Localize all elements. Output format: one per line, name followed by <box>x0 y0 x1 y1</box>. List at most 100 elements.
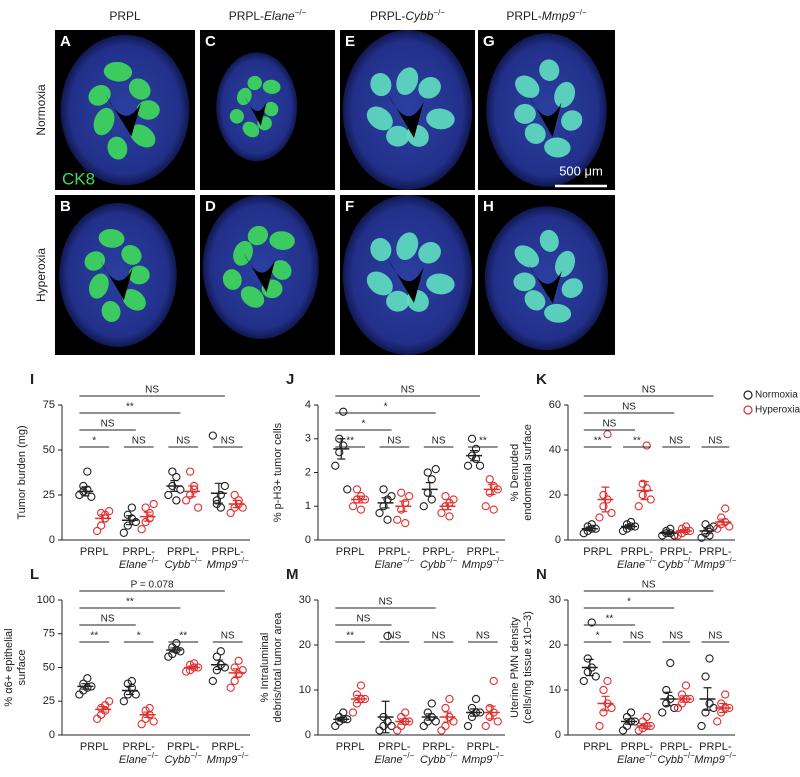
error-bar <box>170 647 179 653</box>
error-bar <box>99 706 108 713</box>
significance-label: ** <box>346 436 354 447</box>
epithelium <box>418 77 441 99</box>
epithelium <box>539 59 560 82</box>
epithelium <box>88 273 109 299</box>
tissue <box>342 30 473 190</box>
data-point <box>375 508 384 518</box>
epithelium <box>544 303 572 323</box>
epithelium <box>122 289 146 311</box>
data-point <box>137 720 146 729</box>
error-bar <box>170 480 179 492</box>
y-axis-label: Uterine PMN density <box>509 617 521 718</box>
significance-label: ** <box>126 402 134 413</box>
y-tick-label: 3 <box>305 433 311 445</box>
tissue <box>59 203 177 347</box>
data-point <box>405 491 414 501</box>
y-tick-label: 25 <box>43 489 55 501</box>
data-point <box>475 461 485 470</box>
data-point <box>705 654 714 663</box>
error-bar <box>143 711 152 719</box>
data-point <box>234 656 243 665</box>
stain-label: CK8 <box>62 169 95 188</box>
y-tick-label: 50 <box>43 661 55 673</box>
epithelium <box>561 278 583 298</box>
y-tick-label: 2 <box>305 466 311 478</box>
epithelium <box>93 107 115 136</box>
data-point <box>220 663 229 672</box>
error-bar <box>601 695 610 712</box>
data-point <box>599 685 608 695</box>
significance-label: NS <box>602 419 616 430</box>
legend-marker <box>743 390 753 400</box>
epithelium <box>554 81 576 108</box>
epithelium <box>544 137 571 158</box>
data-point <box>670 703 679 713</box>
legend-marker <box>743 405 753 415</box>
error-bar <box>585 526 594 532</box>
image-letter: B <box>60 198 71 215</box>
data-point <box>587 618 596 627</box>
significance-label: NS <box>101 614 115 625</box>
significance-label: NS <box>476 631 490 642</box>
data-point <box>352 485 362 494</box>
data-point <box>181 496 191 505</box>
data-point <box>603 676 612 686</box>
data-point <box>105 697 114 706</box>
data-point <box>427 495 436 504</box>
y-axis-label: % p-H3+ tumor cells <box>272 422 284 522</box>
tissue <box>202 195 319 339</box>
error-bar <box>188 665 197 670</box>
data-point <box>697 721 706 731</box>
data-point <box>471 444 481 454</box>
image-letter: E <box>345 33 355 50</box>
epithelium <box>386 290 410 312</box>
significance-label: NS <box>432 436 446 447</box>
epithelium <box>263 101 279 117</box>
dot-plot: L 0 25 50 75 100 % α6+ epithelial surface PRPL PR… <box>3 566 250 766</box>
data-point <box>393 726 402 735</box>
lumen <box>105 94 142 137</box>
data-point <box>485 703 494 713</box>
epithelium <box>242 121 260 138</box>
data-point <box>339 407 348 416</box>
data-point <box>208 431 217 440</box>
epithelium <box>396 67 419 96</box>
x-tick-label: PRPL-Elane−/− <box>375 546 415 571</box>
data-point <box>123 521 132 530</box>
data-point <box>119 697 128 706</box>
significance-label: * <box>361 419 365 430</box>
y-tick-label: 10 <box>299 684 311 696</box>
significance-label: NS <box>221 631 235 642</box>
data-point <box>599 502 608 511</box>
data-point <box>721 504 730 513</box>
data-point <box>701 672 710 681</box>
dot-plot: K 0 20 40 60 % Denuded endometrial surface PRPL… <box>509 371 800 571</box>
data-point <box>230 490 239 500</box>
data-point <box>642 712 651 722</box>
data-point <box>193 503 203 512</box>
data-point <box>127 676 136 686</box>
data-point <box>701 708 710 717</box>
data-point <box>348 502 358 511</box>
data-point <box>721 690 730 699</box>
data-point <box>607 703 616 713</box>
epithelium <box>233 240 253 266</box>
data-point <box>467 434 477 443</box>
data-point <box>123 510 132 519</box>
y-tick-label: 60 <box>549 399 561 411</box>
error-bar <box>679 695 688 703</box>
error-bar <box>354 694 363 704</box>
significance-label: NS <box>356 614 370 625</box>
error-bar <box>381 497 390 509</box>
error-bar <box>640 480 649 501</box>
data-point <box>441 721 450 731</box>
y-axis-label: % Intraluminal <box>259 633 271 703</box>
column-header: PRPL-Elane−/− <box>229 8 307 23</box>
epithelium <box>426 273 455 295</box>
data-point <box>397 488 406 497</box>
significance-label: ** <box>606 614 614 625</box>
y-tick-label: 0 <box>555 534 561 546</box>
error-bar <box>381 700 390 734</box>
data-point <box>75 690 84 699</box>
significance-label: NS <box>132 436 146 447</box>
